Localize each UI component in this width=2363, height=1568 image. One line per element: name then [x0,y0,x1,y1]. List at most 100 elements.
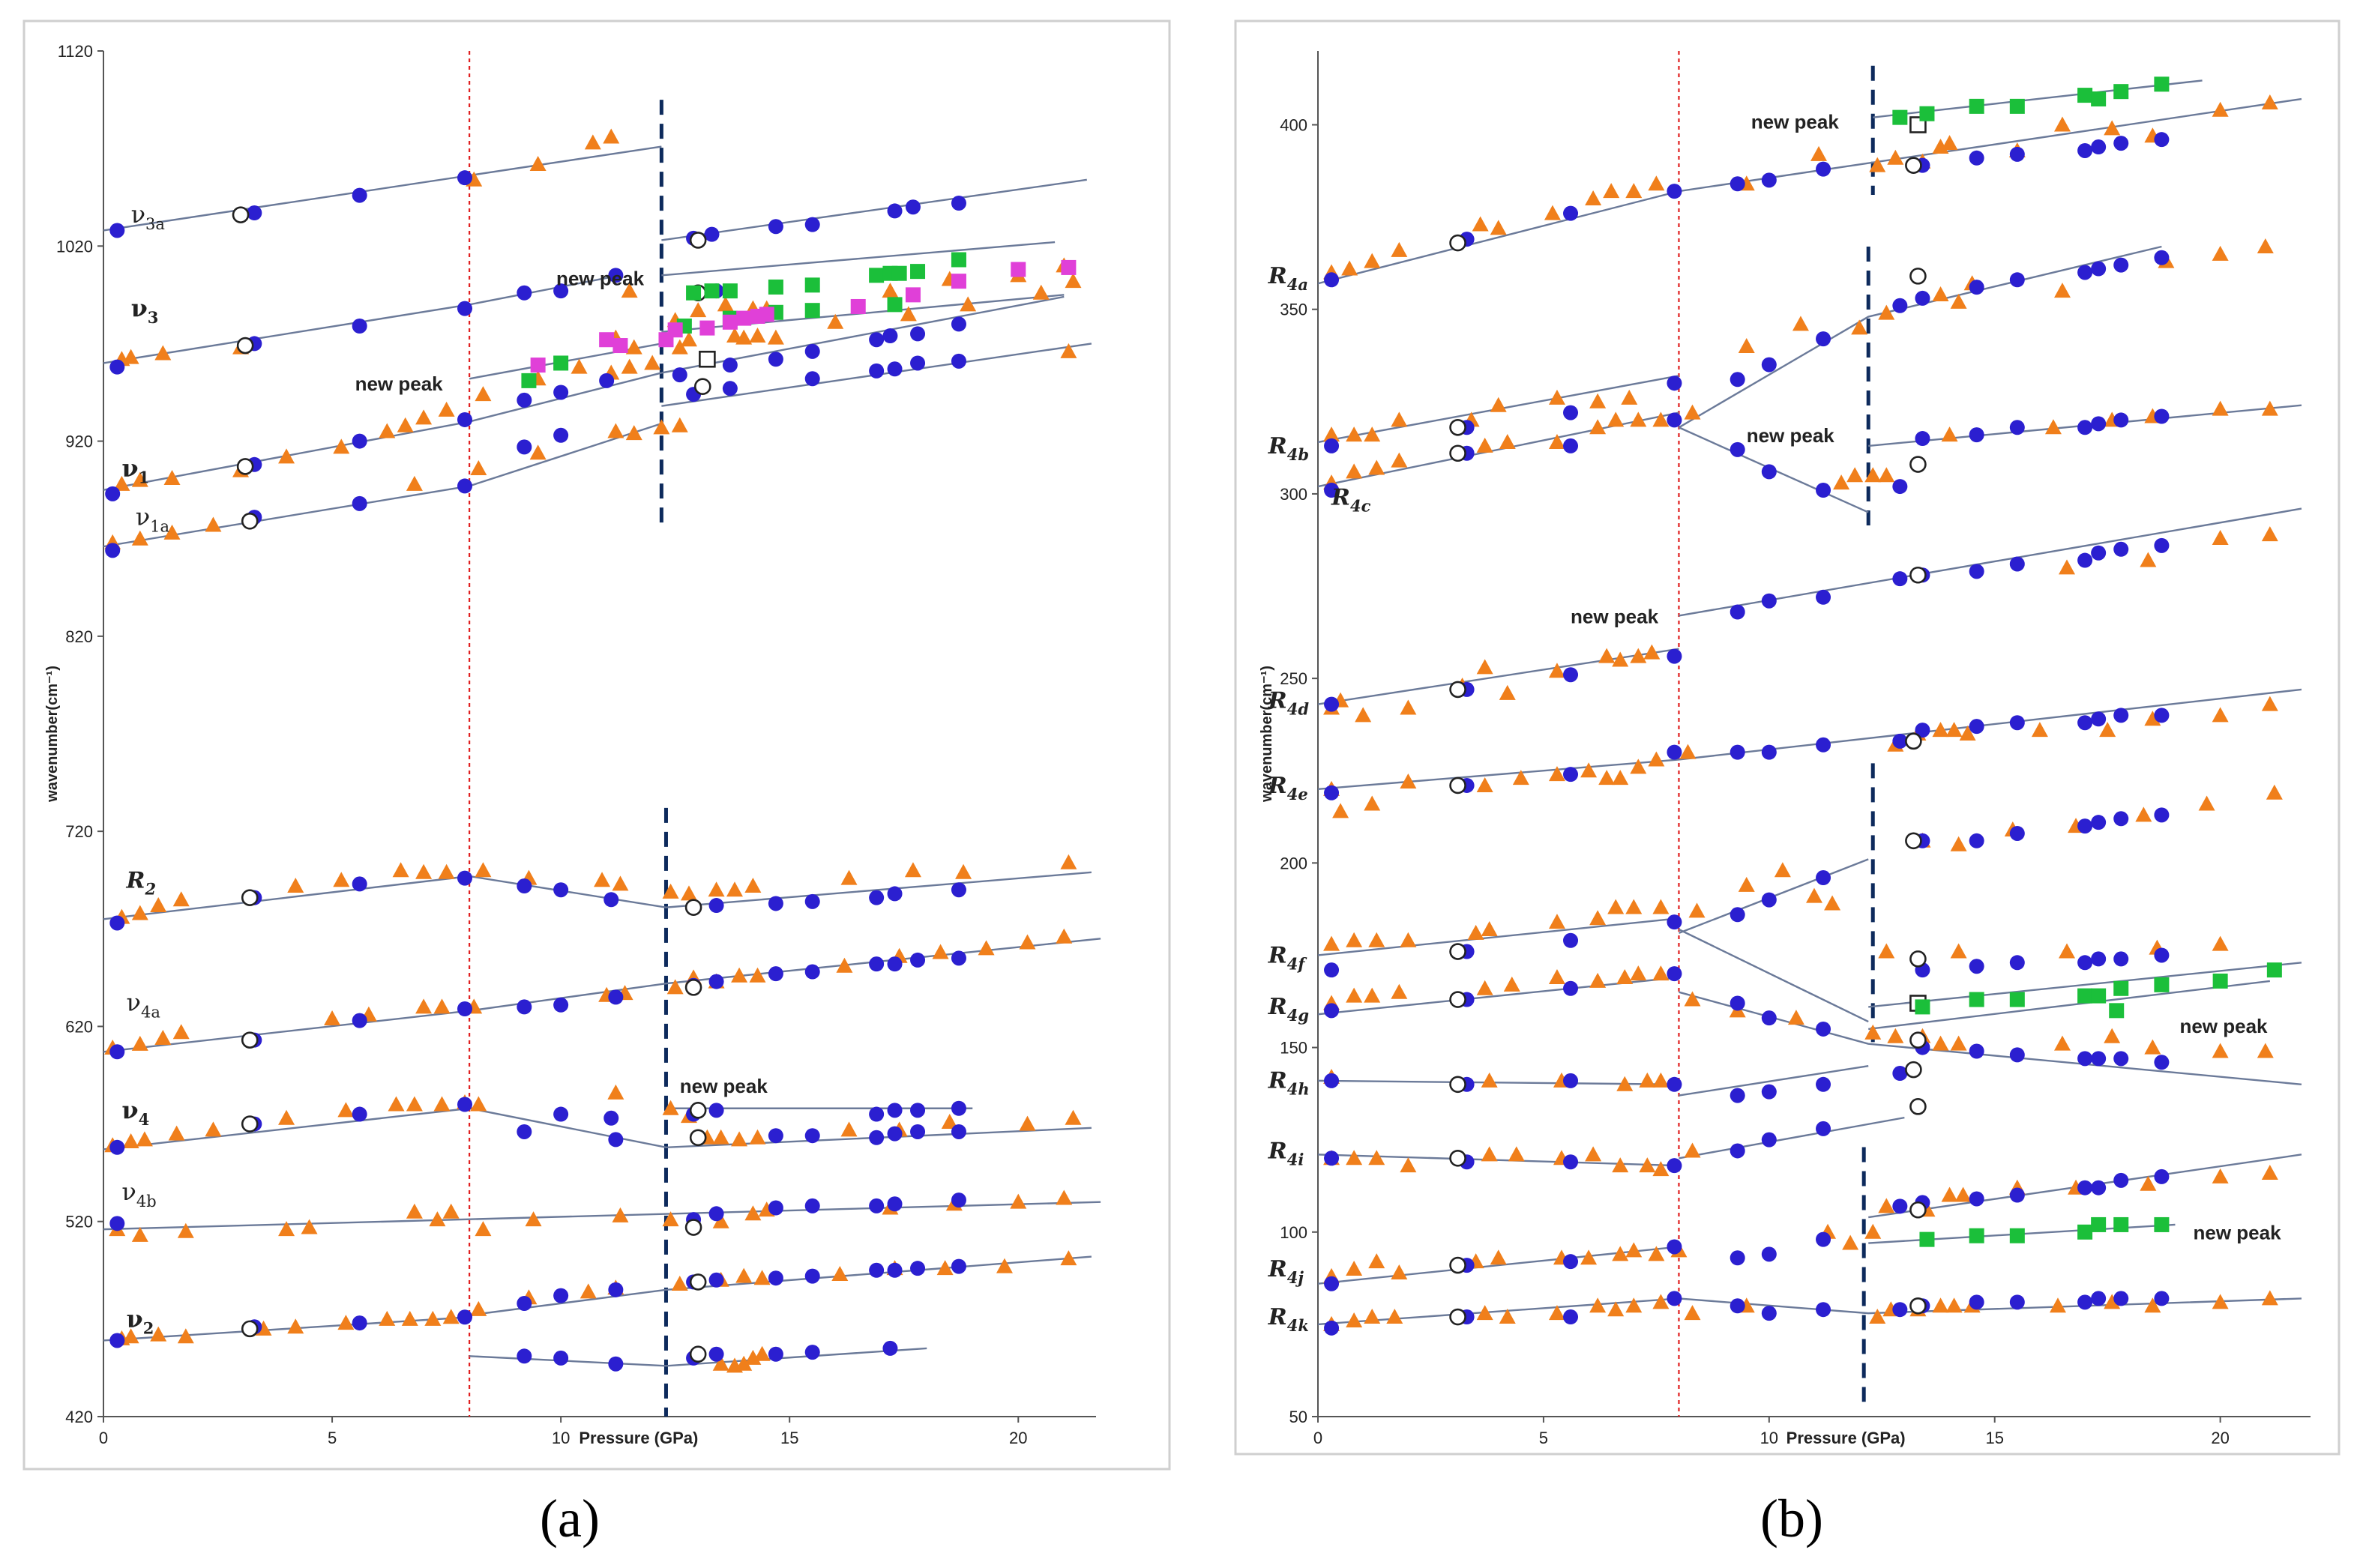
panel-a-y-tick-label: 720 [65,822,93,841]
panel-a-mode-label: ν4 [121,1096,149,1129]
panel-a-data-point-triangle [735,1355,753,1371]
panel-a-data-point-triangle [287,878,304,893]
panel-b-data-point-circle [1816,870,1831,886]
panel-b-data-point-open-circle [1449,1256,1466,1274]
panel-b-mode-label-subscript: 4h [1287,1080,1310,1099]
panel-a-data-point-triangle [662,883,679,899]
panel-b-data-point-circle [1667,1291,1682,1306]
panel-a-data-point-triangle [662,1100,679,1115]
panel-a-data-point-triangle [712,1129,729,1145]
panel-b-data-point-circle [1761,1010,1777,1026]
panel-a-data-point-circle [804,1128,820,1144]
panel-a-data-point-triangle [712,1355,729,1371]
panel-b-series-open-circles [1449,157,1927,1326]
panel-a-data-point-circle [768,352,783,367]
panel-a-data-point-circle [105,543,121,558]
panel-a-data-point-circle [708,974,724,989]
panel-b-data-point-circle [1816,1021,1831,1037]
panel-a-mode-label-subscript: 4b [136,1192,157,1210]
panel-b-data-point-open-circle [1449,234,1466,252]
panel-b-data-point-triangle [1616,969,1634,985]
panel-a-data-point-circle [457,1001,473,1017]
panel-b-data-point-circle [1324,1276,1340,1291]
panel-b-data-point-triangle [1954,1186,1972,1202]
panel-a-data-point-circle [887,1126,903,1142]
panel-b-data-point-triangle [1368,932,1385,947]
panel-b-mode-label-symbol: R [1268,263,1287,289]
panel-a-data-point-triangle [836,957,853,973]
panel-a-data-point-triangle [831,1265,849,1281]
panel-b-data-point-open-circle [1905,732,1922,750]
panel-b-data-point-circle [2091,1180,2107,1195]
panel-a-mode-label: ν2 [127,1304,154,1337]
panel-b-mode-label-symbol: R [1268,942,1287,968]
panel-b-data-point-circle [1667,966,1682,982]
panel-b-data-point-triangle [1887,1028,1904,1043]
panel-a-data-point-circle [457,1309,473,1325]
panel-b-mode-label-symbol: R [1268,1068,1287,1094]
panel-a-data-point-open-circle [689,1273,707,1291]
panel-a-data-point-triangle [301,1219,318,1234]
panel-b-data-point-square [2077,88,2093,103]
panel-a-data-point-triangle [438,863,455,879]
panel-b-data-point-triangle [1391,983,1408,999]
panel-b-data-point-circle [2113,1172,2129,1188]
panel-b-data-point-triangle [2031,722,2048,738]
panel-b-data-point-circle [1667,648,1682,664]
panel-b-data-point-triangle [1607,899,1625,914]
panel-b-data-point-triangle [1346,1261,1363,1276]
panel-b-data-point-circle [2113,811,2129,827]
panel-b-mode-label: R4e [1268,773,1308,803]
panel-a-data-point-circle [768,1270,783,1286]
panel-b-data-point-circle [1324,438,1340,453]
panel-a-data-point-triangle [749,328,766,343]
panel-a-mode-label: ν1 [121,453,149,486]
panel-a-data-point-circle [553,997,569,1013]
panel-b-data-point-triangle [1589,393,1607,408]
panel-b-fit-line [1678,245,2162,429]
panel-a-data-point-triangle [324,1010,341,1026]
panel-a-data-point-triangle [735,1267,753,1283]
panel-b-data-point-open-circle [1909,456,1927,473]
panel-a-data-point-circle [457,1097,473,1112]
panel-a-data-point-circle [603,892,619,908]
panel-b-data-point-triangle [1476,659,1493,675]
panel-b-data-point-circle [1761,1084,1777,1100]
panel-a-mode-label: R2 [126,868,157,899]
panel-b-data-point-circle [2077,552,2093,568]
panel-a-x-tick-label: 5 [328,1429,337,1447]
panel-a-data-point-square [759,307,774,322]
panel-b-data-point-triangle [1580,762,1598,778]
panel-b-data-point-triangle [1630,965,1647,981]
panel-b-x-tick-label: 20 [2211,1429,2229,1447]
panel-a-data-point-circle [887,1196,903,1212]
panel-a-mode-label-symbol: ν [121,1177,136,1206]
panel-b-mode-label: R4a [1268,263,1308,294]
panel-a-data-point-circle [517,1124,532,1139]
panel-b-data-point-triangle [1652,1294,1670,1309]
panel-b-data-point-triangle [1548,389,1565,405]
panel-b-data-point-triangle [2059,943,2076,959]
panel-a-data-point-circle [352,876,367,892]
panel-a-data-point-circle [608,989,624,1005]
panel-a-data-point-open-circle [684,899,702,916]
panel-a-data-point-triangle [475,386,492,402]
panel-a-data-point-circle [768,1346,783,1362]
panel-a-data-point-triangle [767,329,784,345]
panel-a-data-point-circle [708,1103,724,1118]
panel-b-data-point-circle [2154,250,2170,265]
panel-b-data-point-circle [2113,412,2129,428]
panel-a-data-point-square [699,320,715,336]
panel-a-mode-label: ν4a [127,989,160,1022]
panel-a-data-point-circle [905,199,921,215]
panel-a-data-point-triangle [1060,854,1077,869]
panel-a-data-point-triangle [529,155,547,171]
panel-b-data-point-triangle [1945,722,1963,738]
panel-b-data-point-triangle [2099,722,2116,738]
chart-panel-b: 50 100 150 200 250 300 350 400 0 5 10 15 20 wavenumbe… [1234,19,2341,1549]
panel-b-data-point-circle [2091,545,2107,561]
panel-b-data-point-open-circle [1449,777,1466,794]
panel-b-data-point-triangle [1368,1253,1385,1269]
panel-b-fit-line [1868,980,2270,1031]
panel-b-data-point-triangle [1499,433,1516,449]
